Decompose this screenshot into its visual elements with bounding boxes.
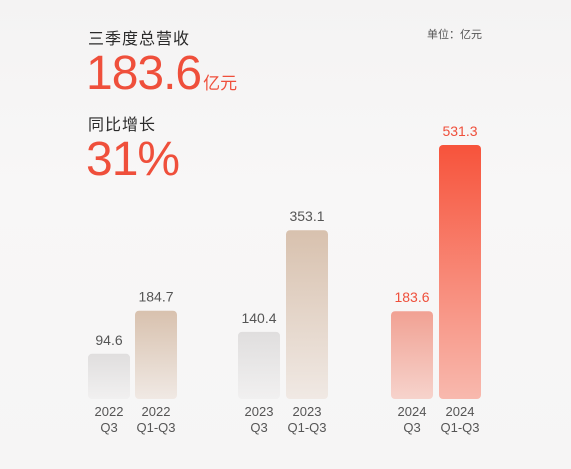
revenue-number: 183.6 bbox=[86, 47, 202, 100]
tick-label-year: 2024 bbox=[398, 404, 427, 419]
bar-2022-q1-q3 bbox=[135, 310, 177, 399]
tick-label-year: 2023 bbox=[293, 404, 322, 419]
tick-label-year: 2022 bbox=[142, 404, 171, 419]
bar-value-label: 531.3 bbox=[442, 123, 477, 139]
tick-label-period: Q1-Q3 bbox=[440, 420, 479, 435]
tick-label-period: Q1-Q3 bbox=[136, 420, 175, 435]
revenue-value: 183.6 亿元 bbox=[86, 50, 237, 98]
bar-2024-q1-q3 bbox=[439, 145, 481, 399]
bar-value-label: 140.4 bbox=[241, 310, 276, 326]
bar-2023-q1-q3 bbox=[286, 230, 328, 399]
yoy-label: 同比增长 bbox=[88, 115, 157, 134]
bar-2023-q3 bbox=[238, 331, 280, 399]
yoy-value: 31% bbox=[86, 133, 180, 186]
tick-label-year: 2023 bbox=[245, 404, 274, 419]
bar-2022-q3 bbox=[88, 353, 130, 399]
tick-label-period: Q1-Q3 bbox=[287, 420, 326, 435]
tick-label-year: 2024 bbox=[446, 404, 475, 419]
unit-note: 单位：亿元 bbox=[427, 28, 482, 41]
yoy-number: 31% bbox=[86, 133, 180, 186]
bar-2024-q3 bbox=[391, 311, 433, 399]
tick-label-period: Q3 bbox=[100, 420, 117, 435]
tick-label-year: 2022 bbox=[95, 404, 124, 419]
revenue-label: 三季度总营收 bbox=[88, 29, 191, 48]
tick-label-period: Q3 bbox=[403, 420, 420, 435]
tick-label-period: Q3 bbox=[250, 420, 267, 435]
bar-value-label: 183.6 bbox=[394, 289, 429, 305]
revenue-unit: 亿元 bbox=[203, 74, 238, 94]
bar-value-label: 353.1 bbox=[289, 208, 324, 224]
bar-value-label: 184.7 bbox=[138, 289, 173, 305]
bar-value-label: 94.6 bbox=[95, 332, 122, 348]
